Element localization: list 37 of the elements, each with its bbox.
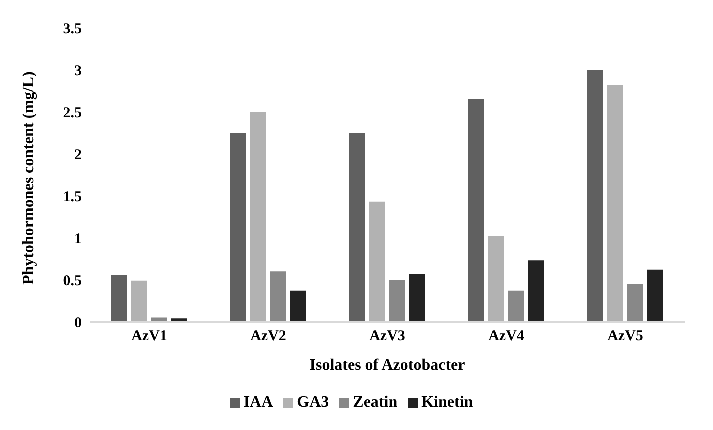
- y-tick-label: 0.5: [63, 273, 82, 290]
- legend-label: GA3: [297, 394, 330, 411]
- bar: [409, 274, 426, 322]
- bar: [230, 133, 246, 322]
- bar: [607, 85, 624, 322]
- bar: [488, 236, 504, 322]
- bar: [468, 99, 484, 322]
- y-tick-label: 0: [74, 315, 82, 332]
- x-tick-label: AzV2: [250, 328, 286, 345]
- x-tick-label: AzV3: [370, 328, 406, 345]
- x-axis-title: Isolates of Azotobacter: [310, 357, 466, 374]
- bar: [250, 112, 266, 322]
- legend-label: IAA: [244, 394, 274, 411]
- bar: [647, 270, 664, 322]
- bar: [389, 280, 406, 322]
- y-tick-label: 1.5: [63, 189, 82, 206]
- x-tick-label: AzV1: [132, 328, 168, 345]
- legend-label: Kinetin: [422, 394, 474, 411]
- y-tick-label: 3.5: [63, 21, 82, 38]
- bar: [349, 133, 366, 322]
- bar: [290, 290, 306, 322]
- bar: [270, 272, 286, 322]
- y-tick-label: 3: [74, 63, 82, 80]
- x-tick-label: AzV5: [608, 328, 644, 345]
- bar: [627, 284, 644, 322]
- y-tick-label: 2: [74, 147, 82, 164]
- bar: [131, 280, 148, 322]
- x-tick-label: AzV4: [488, 328, 525, 345]
- legend-label: Zeatin: [353, 394, 398, 411]
- y-tick-label: 2.5: [63, 105, 82, 122]
- bar: [369, 202, 386, 322]
- bar: [587, 70, 604, 322]
- bar: [528, 260, 544, 322]
- bar: [508, 290, 524, 322]
- y-axis-title: Phytohormones content (mg/L): [20, 72, 38, 285]
- y-tick-label: 1: [74, 231, 82, 248]
- bar: [111, 274, 128, 322]
